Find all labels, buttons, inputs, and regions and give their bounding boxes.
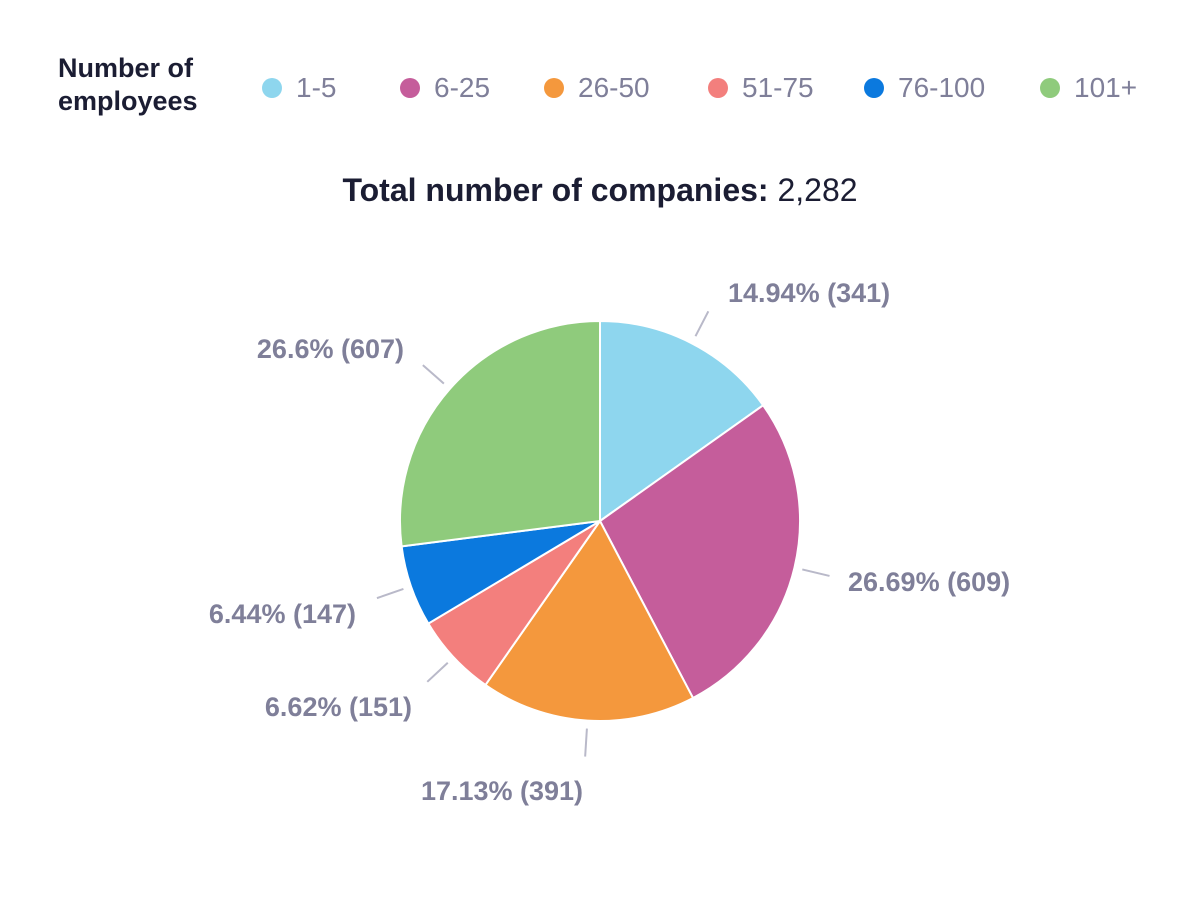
pie-slice-1-5[interactable]	[599, 319, 765, 523]
leader-line-1-5	[694, 310, 710, 337]
leader-line-51-75	[426, 662, 449, 683]
total-value: 2,282	[777, 172, 858, 208]
legend-swatch-101-plus	[1040, 78, 1060, 98]
data-label-101-plus: 26.6% (607)	[257, 334, 404, 364]
leader-lines	[376, 310, 830, 757]
legend-swatch-1-5	[262, 78, 282, 98]
legend-swatch-26-50	[544, 78, 564, 98]
pie-slice-101-plus[interactable]	[399, 319, 601, 548]
legend-label-26-50: 26-50	[578, 72, 650, 103]
pie-slice-6-25[interactable]	[598, 403, 801, 700]
legend-item-51-75[interactable]: 51-75	[708, 72, 814, 104]
leader-line-101-plus	[422, 364, 445, 385]
pie-slice-26-50[interactable]	[484, 519, 695, 722]
legend-label-76-100: 76-100	[898, 72, 986, 103]
data-label-51-75: 6.62% (151)	[265, 692, 412, 722]
legend-label-101-plus: 101+	[1074, 72, 1138, 103]
legend-swatch-51-75	[708, 78, 728, 98]
data-label-26-50: 17.13% (391)	[421, 776, 583, 806]
data-label-6-25: 26.69% (609)	[848, 567, 1010, 597]
legend-label-51-75: 51-75	[742, 72, 814, 103]
chart-legend: Number of employees 1-5 6-25 26-50 51-75…	[58, 52, 1158, 124]
data-label-76-100: 6.44% (147)	[209, 599, 356, 629]
legend-title: Number of employees	[58, 53, 198, 116]
leader-line-26-50	[584, 728, 588, 757]
leader-line-6-25	[802, 568, 830, 577]
legend-item-101-plus[interactable]: 101+	[1040, 72, 1137, 104]
chart-title: Total number of companies: 2,282	[0, 172, 1200, 209]
legend-label-6-25: 6-25	[434, 72, 491, 103]
legend-item-26-50[interactable]: 26-50	[544, 72, 650, 104]
data-label-1-5: 14.94% (341)	[728, 278, 890, 308]
leader-line-76-100	[376, 588, 404, 600]
total-label: Total number of companies:	[342, 172, 769, 208]
legend-item-1-5[interactable]: 1-5	[262, 72, 336, 104]
legend-swatch-6-25	[400, 78, 420, 98]
slice-labels: 14.94% (341) 26.69% (609) 17.13% (391) 6.62…	[209, 278, 1010, 806]
legend-swatch-76-100	[864, 78, 884, 98]
legend-label-1-5: 1-5	[296, 72, 337, 103]
legend-item-76-100[interactable]: 76-100	[864, 72, 985, 104]
pie-slices	[399, 319, 801, 722]
legend-item-6-25[interactable]: 6-25	[400, 72, 490, 104]
